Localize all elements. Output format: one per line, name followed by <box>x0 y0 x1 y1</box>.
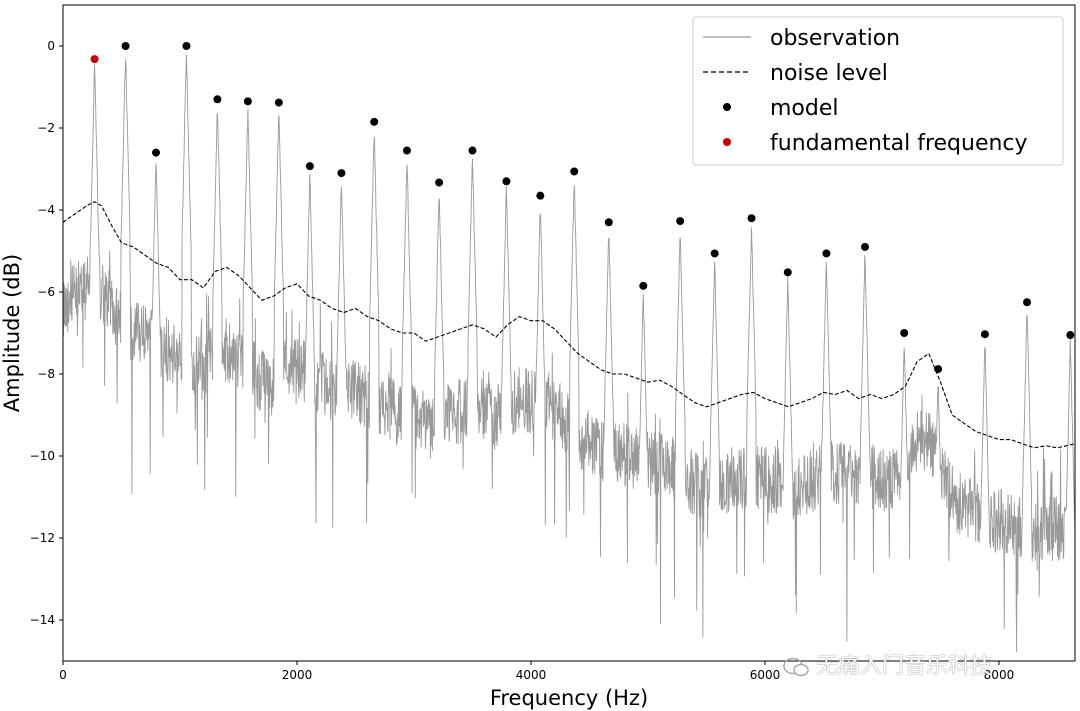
y-tick-label: −14 <box>30 613 55 627</box>
model-point <box>676 217 685 226</box>
axes: 0 2000 4000 6000 8000 0 −2 −4 −6 −8 −10 −12 −14 <box>30 39 1015 682</box>
model-point <box>305 162 314 171</box>
legend-observation-label: observation <box>770 26 900 51</box>
noise-level-series <box>62 201 1076 449</box>
model-point <box>783 268 792 277</box>
y-tick-label: −2 <box>37 121 55 135</box>
model-point <box>121 42 130 50</box>
legend-model-swatch <box>723 103 731 111</box>
legend-box <box>692 16 1064 166</box>
model-point <box>860 242 869 251</box>
model-point <box>900 329 909 337</box>
legend-fundamental-label: fundamental frequency <box>770 131 1028 156</box>
model-point <box>710 249 719 258</box>
x-axis-label: Frequency (Hz) <box>490 686 648 710</box>
legend-model-label: model <box>770 96 839 121</box>
y-tick-label: −12 <box>30 531 55 545</box>
watermark: 无痛入门音乐科技 <box>782 648 992 680</box>
observation-line <box>62 54 1076 652</box>
model-point <box>468 146 477 155</box>
x-tick-label: 8000 <box>984 668 1015 682</box>
y-tick-label: 0 <box>47 39 55 53</box>
y-axis-label: Amplitude (dB) <box>0 254 24 412</box>
y-tick-label: −6 <box>37 285 55 299</box>
model-point <box>604 218 613 227</box>
y-tick-label: −10 <box>30 449 55 463</box>
y-tick-label: −4 <box>37 203 55 217</box>
model-point <box>435 178 444 187</box>
noise-level-line <box>62 201 1076 449</box>
observation-series <box>62 54 1076 652</box>
wechat-icon <box>783 657 809 677</box>
model-point <box>747 214 756 223</box>
legend-noise-label: noise level <box>770 61 888 86</box>
model-point <box>934 365 943 374</box>
watermark-text: 无痛入门音乐科技 <box>816 654 993 679</box>
model-point <box>639 281 648 290</box>
x-tick-label: 4000 <box>516 668 547 682</box>
model-point <box>182 42 191 50</box>
model-point <box>502 177 511 186</box>
x-tick-label: 6000 <box>750 668 781 682</box>
fundamental-frequency-point <box>90 55 99 64</box>
model-series <box>90 42 1075 374</box>
model-point <box>1066 331 1075 340</box>
model-point <box>370 117 379 126</box>
model-point <box>536 191 545 200</box>
legend-fundamental-swatch <box>723 138 731 146</box>
model-point <box>274 98 283 107</box>
model-point <box>152 148 161 157</box>
model-point <box>570 167 579 176</box>
legend: observation noise level model fundamenta… <box>692 16 1064 166</box>
x-tick-label: 0 <box>59 668 67 682</box>
y-tick-label: −8 <box>37 367 55 381</box>
model-point <box>1023 298 1032 307</box>
model-point <box>980 330 989 339</box>
plot-frame <box>62 4 1076 662</box>
model-point <box>402 146 411 155</box>
model-point <box>213 95 222 104</box>
x-tick-label: 2000 <box>282 668 313 682</box>
model-point <box>243 97 252 106</box>
model-point <box>822 249 831 258</box>
model-point <box>337 169 346 178</box>
